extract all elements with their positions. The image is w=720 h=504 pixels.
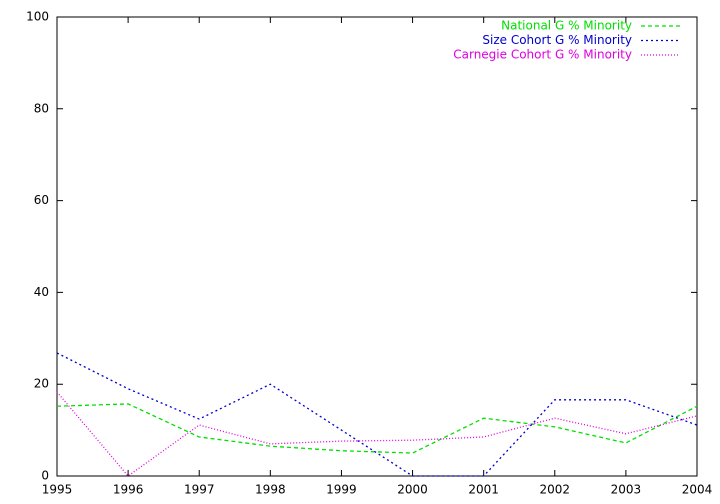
y-tick-label: 80: [34, 101, 49, 115]
series-line: [56, 403, 698, 454]
x-tick-label: 1996: [113, 483, 144, 497]
series-line: [56, 391, 698, 477]
x-tick-label: 1995: [42, 483, 73, 497]
y-tick-label: 40: [34, 285, 49, 299]
y-tick-label: 100: [26, 10, 49, 24]
x-tick-label: 2002: [540, 483, 571, 497]
plot-border: [56, 16, 698, 477]
legend-label: Carnegie Cohort G % Minority: [453, 48, 632, 62]
x-tick-label: 1997: [184, 483, 215, 497]
x-tick-label: 2000: [397, 483, 428, 497]
x-tick-label: 2003: [611, 483, 642, 497]
y-tick-label: 0: [41, 469, 49, 483]
x-tick-label: 2001: [468, 483, 499, 497]
series-line: [56, 352, 698, 477]
x-tick-label: 1999: [326, 483, 357, 497]
legend-label: National G % Minority: [501, 19, 632, 33]
x-tick-label: 1998: [255, 483, 286, 497]
y-tick-label: 20: [34, 377, 49, 391]
y-tick-label: 60: [34, 193, 49, 207]
legend-label: Size Cohort G % Minority: [482, 33, 632, 47]
x-tick-label: 2004: [682, 483, 713, 497]
